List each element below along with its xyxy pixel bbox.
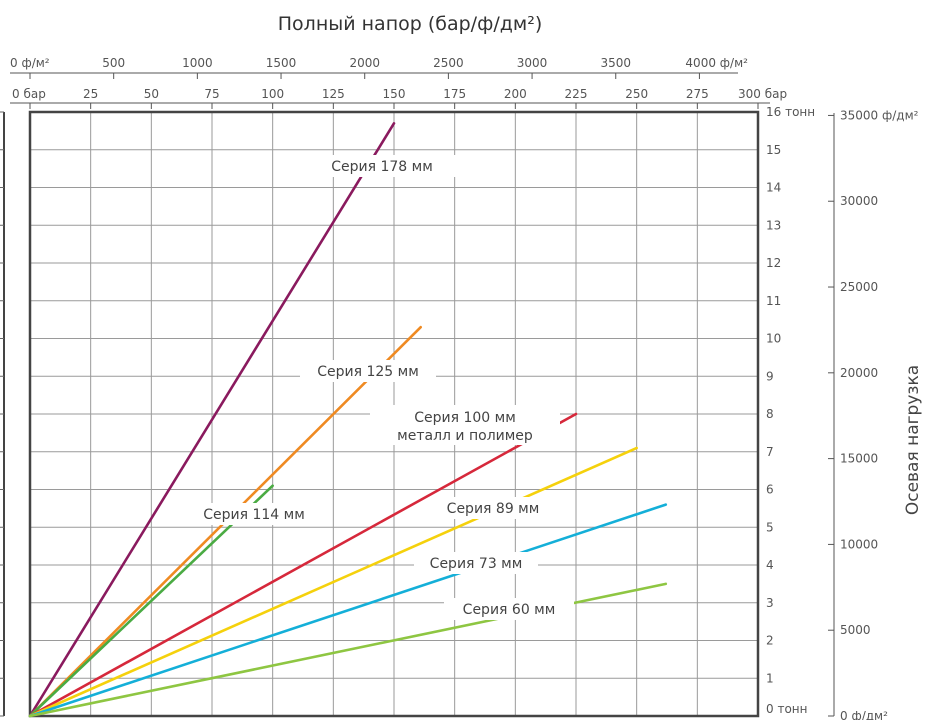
psi-tick-label: 0 ф/м² — [10, 56, 50, 70]
tonne-tick-label: 8 — [766, 407, 774, 421]
series-label: Серия 114 мм — [203, 507, 305, 523]
lbf-tick-label: 20000 — [840, 366, 878, 380]
series-line — [28, 412, 578, 718]
bar-tick-label: 100 — [261, 87, 284, 101]
series-label: Серия 125 мм — [317, 364, 419, 380]
tonne-tick-label: 15 — [766, 143, 781, 157]
psi-tick-label: 500 — [102, 56, 125, 70]
psi-tick-label: 4000 ф/м² — [685, 56, 748, 70]
tonne-tick-label: 9 — [766, 369, 774, 383]
psi-tick-label: 3000 — [517, 56, 548, 70]
right-lbf-axis: 0 ф/дм² 5000 10000 15000 20000 25000 30000 3500… — [828, 108, 919, 720]
series-label: Серия 73 мм — [430, 556, 523, 572]
tonne-tick-label: 5 — [766, 520, 774, 534]
bar-tick-label: 50 — [144, 87, 159, 101]
lbf-tick-label: 35000 ф/дм² — [840, 108, 919, 122]
grid — [0, 110, 760, 718]
psi-tick-label: 3500 — [600, 56, 631, 70]
tonne-tick-label: 7 — [766, 445, 774, 459]
series-line — [28, 122, 396, 718]
tonne-tick-label: 11 — [766, 294, 781, 308]
tonne-tick-label: 14 — [766, 181, 781, 195]
series-label-bg — [370, 405, 560, 445]
chart-title: Полный напор (бар/ф/дм²) — [278, 13, 542, 35]
top-psi-axis: 0 ф/м² 500 1000 1500 2000 2500 3000 3500 4000 ф/… — [10, 56, 748, 79]
bar-tick-label: 200 — [504, 87, 527, 101]
bar-tick-label: 275 — [686, 87, 709, 101]
series-labels: Серия 178 мм Серия 125 мм Серия 114 мм Сери… — [186, 155, 574, 620]
bar-tick-label: 250 — [625, 87, 648, 101]
lbf-tick-label: 5000 — [840, 623, 871, 637]
plot-frame — [28, 110, 760, 718]
tonne-tick-label: 12 — [766, 256, 781, 270]
series-label-bg — [444, 598, 574, 620]
tonne-tick-label: 4 — [766, 558, 774, 572]
series-line — [28, 446, 638, 718]
tonne-tick-label: 6 — [766, 483, 774, 497]
lbf-tick-label: 15000 — [840, 452, 878, 466]
tonne-tick-label: 0 тонн — [766, 702, 807, 716]
tonne-tick-label: 2 — [766, 634, 774, 648]
series-label-bg — [431, 497, 555, 519]
bar-tick-label: 225 — [565, 87, 588, 101]
bar-tick-label: 175 — [443, 87, 466, 101]
top-bar-axis: 0 бар 25 50 75 100 125 150 175 200 225 250 275 300 б… — [10, 87, 787, 109]
series-label-bg — [304, 155, 460, 177]
series-label-bg — [414, 552, 538, 574]
series-label: Серия 100 мм металл и полимер — [397, 410, 533, 444]
bar-tick-label: 150 — [383, 87, 406, 101]
series-label: Серия 178 мм — [331, 159, 433, 175]
bar-tick-label: 0 бар — [12, 87, 46, 101]
tonne-tick-label: 16 тонн — [766, 105, 815, 119]
bar-tick-label: 300 бар — [738, 87, 787, 101]
series-line — [28, 503, 668, 718]
lbf-tick-label: 25000 — [840, 280, 878, 294]
series-label: Серия 89 мм — [447, 501, 540, 517]
series-label-bg — [186, 503, 322, 525]
bar-tick-label: 125 — [322, 87, 345, 101]
tonne-tick-label: 3 — [766, 596, 774, 610]
psi-tick-label: 2000 — [349, 56, 380, 70]
series-label-bg — [300, 360, 436, 382]
lbf-tick-label: 0 ф/дм² — [840, 709, 888, 720]
series-label: Серия 60 мм — [463, 602, 556, 618]
tonne-tick-label: 10 — [766, 332, 781, 346]
lbf-tick-label: 10000 — [840, 537, 878, 551]
series-lines — [28, 122, 668, 718]
lbf-tick-label: 30000 — [840, 194, 878, 208]
bar-tick-label: 25 — [83, 87, 98, 101]
psi-tick-label: 2500 — [433, 56, 464, 70]
right-axis-label: Осевая нагрузка — [903, 365, 923, 515]
tonne-tick-label: 1 — [766, 671, 774, 685]
bar-tick-label: 75 — [204, 87, 219, 101]
psi-tick-label: 1500 — [266, 56, 297, 70]
tonne-tick-label: 13 — [766, 218, 781, 232]
psi-tick-label: 1000 — [182, 56, 213, 70]
